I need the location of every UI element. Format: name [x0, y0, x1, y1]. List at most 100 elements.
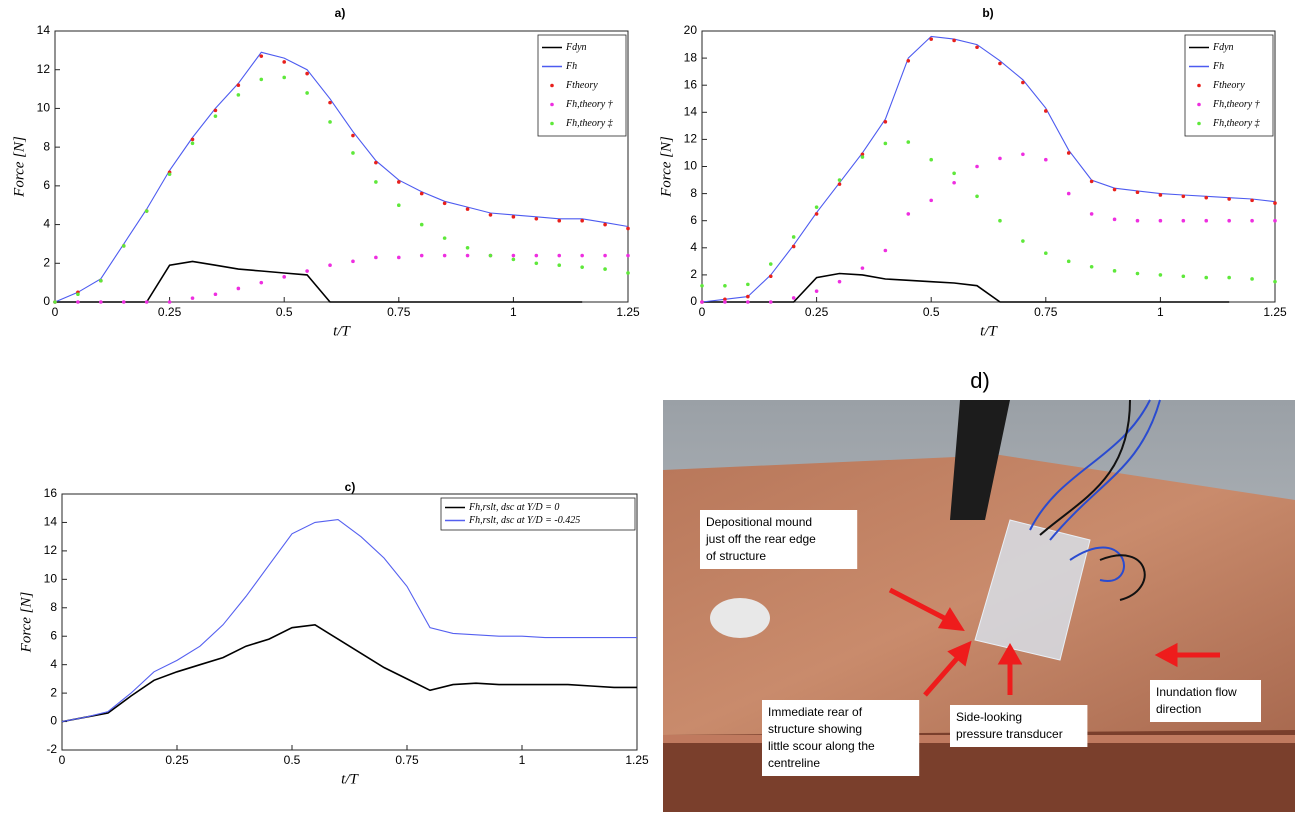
- data-point: [305, 269, 309, 273]
- data-point: [626, 226, 630, 231]
- legend-marker: [1197, 102, 1201, 107]
- legend-label: Fh,theory ‡: [565, 118, 614, 129]
- annotation-box: [950, 705, 1088, 747]
- data-point: [99, 300, 103, 304]
- data-point: [1021, 239, 1025, 243]
- y-tick-label: 4: [50, 657, 57, 671]
- y-tick-label: 6: [43, 178, 50, 192]
- data-point: [700, 283, 704, 288]
- y-tick-label: 2: [50, 685, 57, 699]
- annotation-text: just off the rear edge: [705, 532, 816, 546]
- x-tick-label: 1: [519, 753, 526, 767]
- data-point: [700, 300, 704, 304]
- data-point: [1066, 151, 1071, 155]
- data-point: [906, 59, 911, 63]
- y-tick-label: 8: [50, 600, 57, 614]
- data-point: [236, 93, 241, 97]
- y-axis-label: Force [N]: [658, 136, 674, 198]
- x-axis-label: t/T: [980, 323, 998, 339]
- legend-marker: [550, 83, 554, 88]
- legend-label: Fh: [1212, 61, 1224, 72]
- support-post: [950, 400, 1010, 520]
- data-point: [374, 180, 378, 184]
- data-point: [768, 262, 773, 266]
- data-point: [236, 83, 241, 87]
- data-point: [1158, 273, 1163, 277]
- data-point: [236, 286, 241, 291]
- data-point: [397, 255, 401, 260]
- data-point: [1135, 190, 1140, 195]
- data-point: [511, 257, 516, 262]
- data-point: [442, 253, 447, 258]
- data-point: [791, 244, 796, 249]
- data-point: [1227, 197, 1231, 201]
- data-point: [557, 218, 562, 223]
- legend-label: Fh,theory †: [565, 99, 614, 110]
- data-point: [259, 77, 264, 82]
- data-point: [1181, 218, 1186, 223]
- legend-box: [1184, 34, 1274, 137]
- y-tick-label: 10: [684, 159, 698, 173]
- data-point: [1135, 271, 1140, 276]
- data-point: [603, 267, 607, 271]
- data-point: [1158, 193, 1163, 197]
- data-point: [860, 266, 865, 270]
- y-tick-label: 6: [50, 628, 57, 642]
- y-tick-label: 14: [684, 104, 698, 118]
- data-point: [442, 236, 447, 240]
- y-tick-label: -2: [46, 742, 57, 756]
- chart-title: c): [345, 480, 356, 494]
- y-tick-label: 12: [44, 543, 58, 557]
- data-point: [121, 244, 126, 248]
- legend-label: Ftheory: [565, 80, 598, 91]
- reflection: [710, 598, 770, 638]
- data-point: [1112, 217, 1117, 222]
- data-point: [465, 246, 470, 250]
- annotation-box: [762, 700, 920, 776]
- data-point: [76, 300, 80, 304]
- data-point: [465, 253, 470, 258]
- x-tick-label: 0.75: [1034, 305, 1058, 319]
- data-point: [929, 198, 933, 203]
- data-point: [723, 300, 727, 304]
- series-line: [54, 51, 629, 303]
- x-axis-label: t/T: [333, 323, 351, 339]
- data-point: [282, 60, 287, 64]
- data-point: [1227, 275, 1231, 280]
- data-point: [580, 253, 584, 258]
- data-point: [557, 253, 562, 258]
- data-point: [419, 253, 424, 258]
- data-point: [929, 157, 933, 162]
- data-point: [603, 222, 607, 227]
- data-point: [1044, 251, 1048, 256]
- data-point: [860, 155, 865, 159]
- legend-marker: [1197, 83, 1201, 88]
- data-point: [746, 300, 750, 304]
- annotation-box: [700, 510, 858, 569]
- x-tick-label: 0.75: [387, 305, 411, 319]
- data-point: [1250, 218, 1254, 223]
- data-point: [351, 133, 355, 138]
- data-point: [167, 172, 172, 177]
- annotation-text: structure showing: [768, 722, 862, 736]
- data-point: [1066, 259, 1071, 264]
- x-tick-label: 0: [52, 305, 59, 319]
- data-point: [746, 294, 750, 299]
- data-point: [328, 120, 332, 124]
- legend-label: Fh,rslt, dsc at Y/D = -0.425: [468, 515, 580, 526]
- y-tick-label: 4: [43, 217, 50, 231]
- cables: [1039, 399, 1146, 601]
- data-point: [723, 283, 727, 288]
- data-point: [351, 151, 355, 155]
- cables: [1029, 399, 1161, 582]
- data-point: [305, 91, 309, 95]
- data-point: [190, 296, 195, 300]
- data-point: [626, 253, 630, 258]
- data-point: [837, 182, 842, 186]
- data-point: [167, 300, 172, 304]
- legend-label: Fh,theory †: [1212, 99, 1261, 110]
- annotation-text: Immediate rear of: [768, 705, 863, 719]
- annotation-text: direction: [1156, 702, 1201, 716]
- y-tick-label: 4: [690, 240, 697, 254]
- data-point: [580, 265, 584, 269]
